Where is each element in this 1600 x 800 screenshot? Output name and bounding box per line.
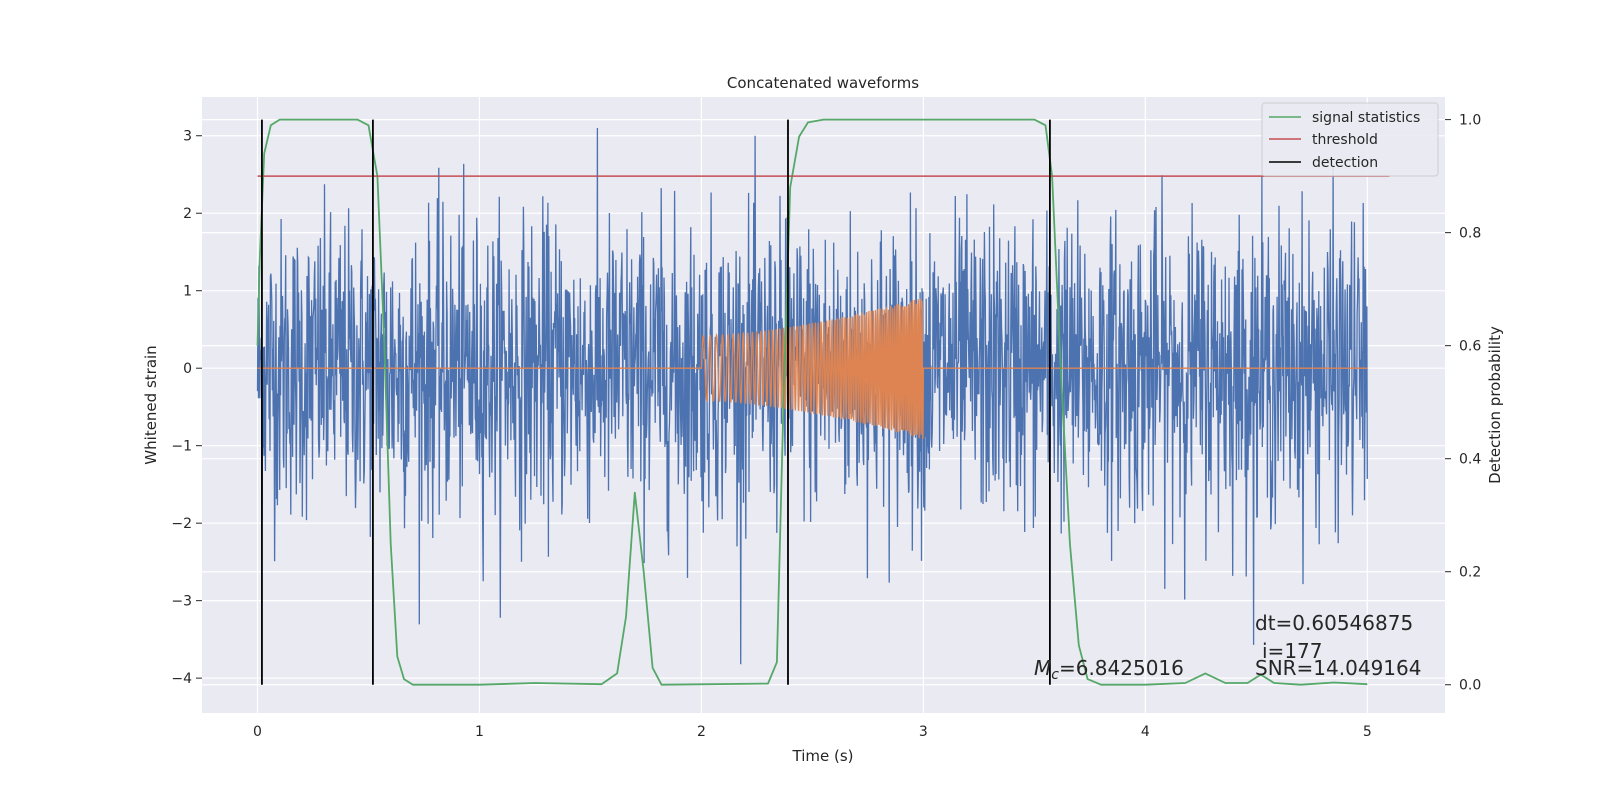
y-right-tick-label: 0.2: [1459, 565, 1481, 581]
y-tick-label: −1: [171, 439, 192, 455]
x-tick-label: 5: [1363, 724, 1372, 740]
chart-title: Concatenated waveforms: [727, 74, 919, 92]
y-tick-label: −2: [171, 516, 192, 532]
annotation-mc: Mc=6.8425016: [1034, 656, 1184, 683]
y-tick-label: −3: [171, 594, 192, 610]
template-series: [257, 298, 1368, 440]
y-tick-label: −4: [171, 671, 192, 687]
strain-series: [256, 127, 1368, 665]
y-axis-ticks: −4 −3 −2 −1 0 1 2 3: [171, 129, 202, 687]
legend: signal statistics threshold detection: [1261, 102, 1439, 177]
annotation-i: i=177: [1262, 639, 1323, 663]
detection-series: [261, 119, 1051, 685]
x-axis-label: Time (s): [792, 747, 854, 765]
signal-statistics-line: [256, 118, 1368, 686]
legend-label-detection: detection: [1312, 155, 1378, 171]
strain-line: [256, 127, 1368, 665]
annotation-snr: SNR=14.049164: [1255, 656, 1421, 680]
x-axis-ticks: 0 1 2 3 4 5: [253, 724, 1372, 740]
template-line: [257, 298, 1368, 440]
annotation-mc-subscript: c: [1051, 667, 1059, 683]
annotation-mc-symbol: M: [1034, 656, 1051, 680]
legend-label-threshold: threshold: [1312, 132, 1378, 148]
y-right-tick-label: 1.0: [1459, 113, 1481, 129]
x-tick-label: 0: [253, 724, 262, 740]
y-right-tick-label: 0.4: [1459, 452, 1481, 468]
x-tick-label: 1: [475, 724, 484, 740]
y-right-tick-label: 0.8: [1459, 226, 1481, 242]
y-tick-label: 0: [183, 361, 192, 377]
y-right-axis-ticks: 0.0 0.2 0.4 0.6 0.8 1.0: [1445, 113, 1481, 694]
annotation-mc-value: =6.8425016: [1059, 656, 1184, 680]
x-tick-label: 2: [697, 724, 706, 740]
legend-label-signal-statistics: signal statistics: [1312, 110, 1420, 126]
y-right-axis-label: Detection probability: [1486, 326, 1504, 484]
y-tick-label: 3: [183, 129, 192, 145]
y-tick-label: 2: [183, 206, 192, 222]
y-right-tick-label: 0.0: [1459, 678, 1481, 694]
y-axis-label: Whitened strain: [142, 345, 160, 464]
x-tick-label: 3: [919, 724, 928, 740]
x-tick-label: 4: [1141, 724, 1150, 740]
annotation-dt: dt=0.60546875: [1255, 611, 1413, 635]
signal-statistics-series: [256, 118, 1368, 686]
legend-box: [1261, 102, 1439, 177]
y-right-tick-label: 0.6: [1459, 339, 1481, 355]
y-tick-label: 1: [183, 284, 192, 300]
